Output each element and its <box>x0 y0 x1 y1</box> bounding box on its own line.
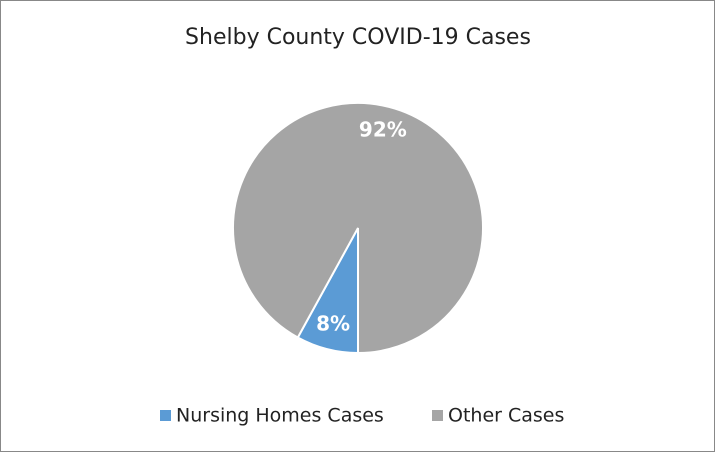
chart-title: Shelby County COVID-19 Cases <box>185 25 531 50</box>
legend-label: Nursing Homes Cases <box>176 405 384 427</box>
pie-slice <box>232 102 484 355</box>
legend-label: Other Cases <box>448 405 564 427</box>
legend-marker <box>160 410 171 421</box>
data-label: 8% <box>316 311 350 335</box>
legend-marker <box>432 410 443 421</box>
data-label: 92% <box>359 118 407 142</box>
